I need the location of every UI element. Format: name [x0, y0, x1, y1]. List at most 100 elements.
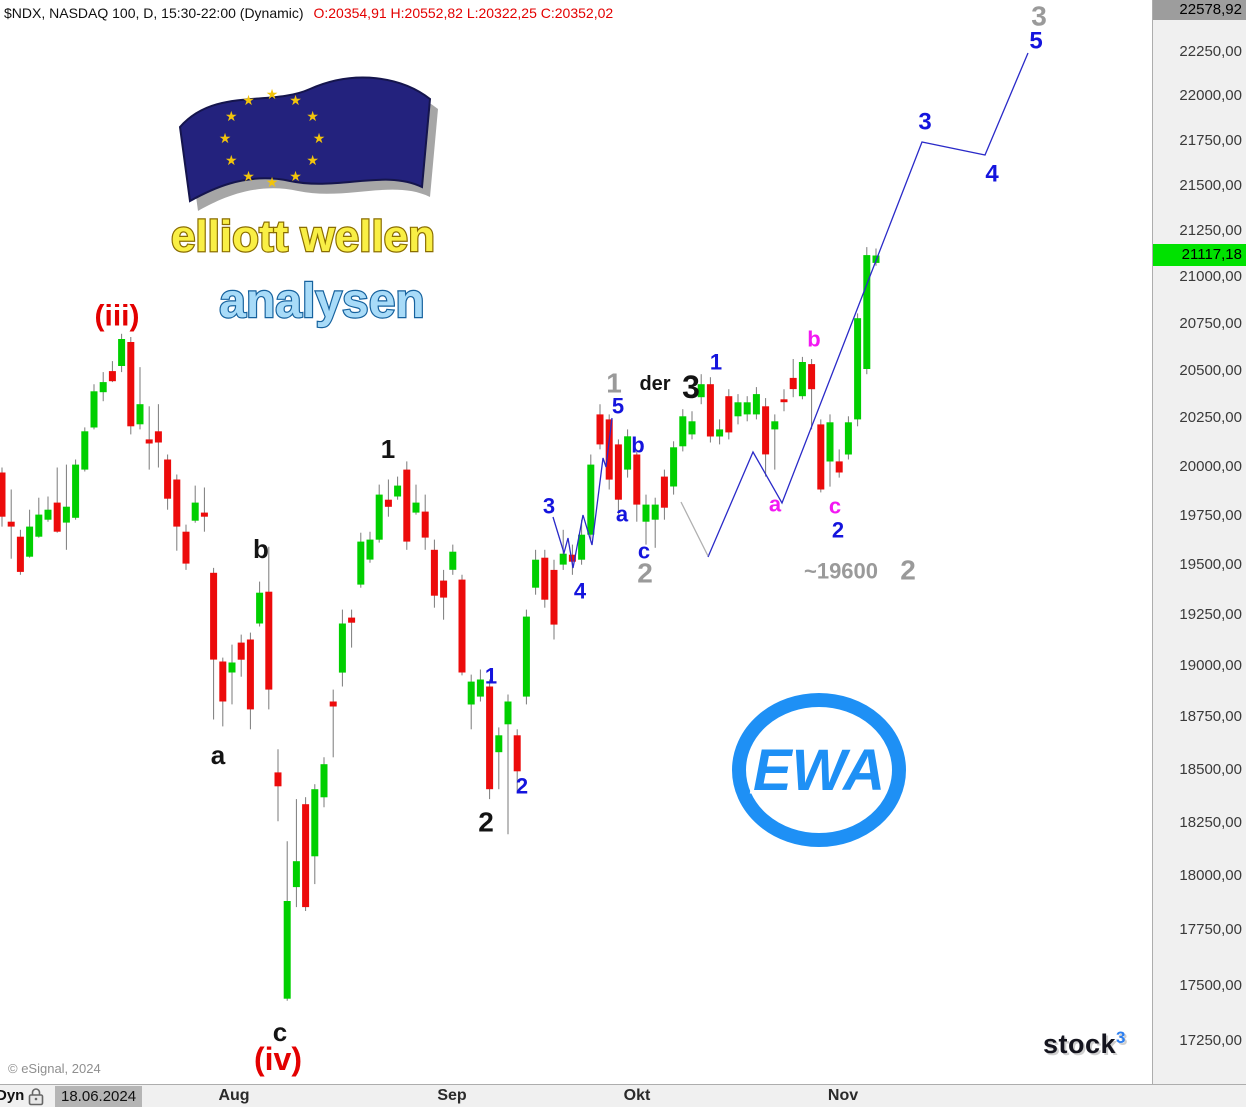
start-date-field[interactable]: 18.06.2024 — [55, 1086, 143, 1107]
logo-text-line2: analysen — [219, 275, 424, 328]
candle-body — [826, 422, 834, 462]
candle-body — [762, 406, 770, 455]
candle-body — [596, 414, 604, 445]
month-tick-sep: Sep — [437, 1087, 467, 1104]
wave-label: 5 — [1029, 28, 1042, 55]
logo-text-line1: elliott wellen — [171, 212, 435, 261]
candle-body — [808, 364, 816, 390]
wave-label: ~19600 — [804, 559, 878, 584]
star-icon: ★ — [242, 92, 255, 108]
candle-body — [219, 661, 227, 702]
candle-body — [16, 536, 24, 572]
price-tick: 20500,00 — [1179, 362, 1242, 379]
candle-body — [366, 539, 374, 560]
time-axis[interactable]: Dyn 18.06.2024 Aug Sep Okt Nov — [0, 1084, 1246, 1107]
wave-path-mid — [552, 417, 613, 569]
candle-body — [256, 592, 264, 624]
candle-body — [274, 772, 282, 787]
price-tick: 20250,00 — [1179, 409, 1242, 426]
wave-label: 5 — [612, 394, 624, 419]
wave-label: 2 — [516, 774, 528, 799]
wave-label: 3 — [918, 109, 931, 136]
candle-body — [697, 384, 705, 398]
star-icon: ★ — [266, 174, 279, 190]
star-icon: ★ — [313, 130, 326, 146]
candle-body — [660, 476, 668, 508]
wave-label: (iii) — [95, 300, 140, 333]
price-tick: 22000,00 — [1179, 87, 1242, 104]
candle-body — [476, 679, 484, 697]
candle-body — [642, 504, 650, 522]
wave-label: 3 — [682, 369, 700, 405]
candle-body — [706, 384, 714, 437]
lock-icon[interactable] — [27, 1087, 45, 1106]
ewa-watermark-icon: EWA — [732, 693, 906, 847]
dyn-mode-label: Dyn — [0, 1087, 25, 1104]
price-axis[interactable]: 22578,92 21117,18 22500,0022250,0022000,… — [1152, 0, 1246, 1084]
candle-body — [835, 461, 843, 473]
price-tick: 18000,00 — [1179, 867, 1242, 884]
candle-body — [81, 431, 89, 470]
stock3-logo: stock3 — [1043, 1028, 1126, 1060]
price-tick: 20750,00 — [1179, 315, 1242, 332]
star-icon: ★ — [289, 168, 302, 184]
price-tick: 18250,00 — [1179, 814, 1242, 831]
wave-label: 1 — [381, 434, 395, 464]
candle-body — [44, 509, 52, 520]
wave-label: 2 — [832, 518, 844, 543]
candle-body — [486, 686, 494, 790]
wave-label: b — [807, 327, 820, 352]
chart-header: $NDX, NASDAQ 100, D, 15:30-22:00 (Dynami… — [4, 5, 613, 21]
wave-label: 3 — [1031, 1, 1047, 32]
candle-body — [743, 402, 751, 415]
candle-body — [614, 444, 622, 500]
price-tick: 19750,00 — [1179, 507, 1242, 524]
candle-body — [200, 512, 208, 517]
candle-body — [127, 342, 135, 427]
candle-body — [532, 559, 540, 588]
candle-body — [320, 764, 328, 798]
candle-body — [136, 404, 144, 425]
elliott-wellen-analysen-logo: ★ ★★★★★★★★★★★ elliott wellen analysen — [170, 76, 438, 329]
wave-label: c — [273, 1017, 287, 1047]
candle-body — [550, 569, 558, 625]
candle-body — [72, 464, 80, 518]
candle-body — [35, 514, 43, 537]
wave-label: a — [769, 492, 782, 517]
price-tick: 21000,00 — [1179, 268, 1242, 285]
ohlc-readout: O:20354,91 H:20552,82 L:20322,25 C:20352… — [313, 5, 614, 21]
wave-label: a — [211, 740, 226, 770]
candle-body — [99, 382, 107, 393]
wave-label: (iv) — [254, 1041, 302, 1077]
star-icon: ★ — [225, 108, 238, 124]
candle-body — [292, 861, 300, 888]
candle-body — [651, 504, 659, 520]
wave-label: b — [253, 534, 269, 564]
ewa-watermark-text: EWA — [753, 738, 885, 803]
candle-body — [670, 447, 678, 487]
candle-body — [412, 502, 420, 513]
star-icon: ★ — [219, 130, 232, 146]
candle-body — [384, 499, 392, 507]
projection-path — [707, 52, 1029, 558]
candle-body — [467, 681, 475, 705]
candle-body — [90, 391, 98, 428]
price-tick: 18750,00 — [1179, 708, 1242, 725]
candle-body — [844, 422, 852, 455]
price-tick: 19500,00 — [1179, 556, 1242, 573]
wave-label: 2 — [637, 558, 653, 589]
price-tick: 19000,00 — [1179, 657, 1242, 674]
candle-body — [357, 541, 365, 585]
candle-body — [228, 662, 236, 673]
candle-body — [154, 431, 162, 443]
star-icon: ★ — [289, 92, 302, 108]
candle-body — [716, 429, 724, 437]
candle-body — [283, 901, 291, 999]
last-price-value: 21117,18 — [1181, 246, 1242, 263]
stock3-sup: 3 — [1116, 1028, 1127, 1047]
star-icon: ★ — [306, 108, 319, 124]
candle-body — [624, 436, 632, 470]
candle-body — [605, 419, 613, 480]
